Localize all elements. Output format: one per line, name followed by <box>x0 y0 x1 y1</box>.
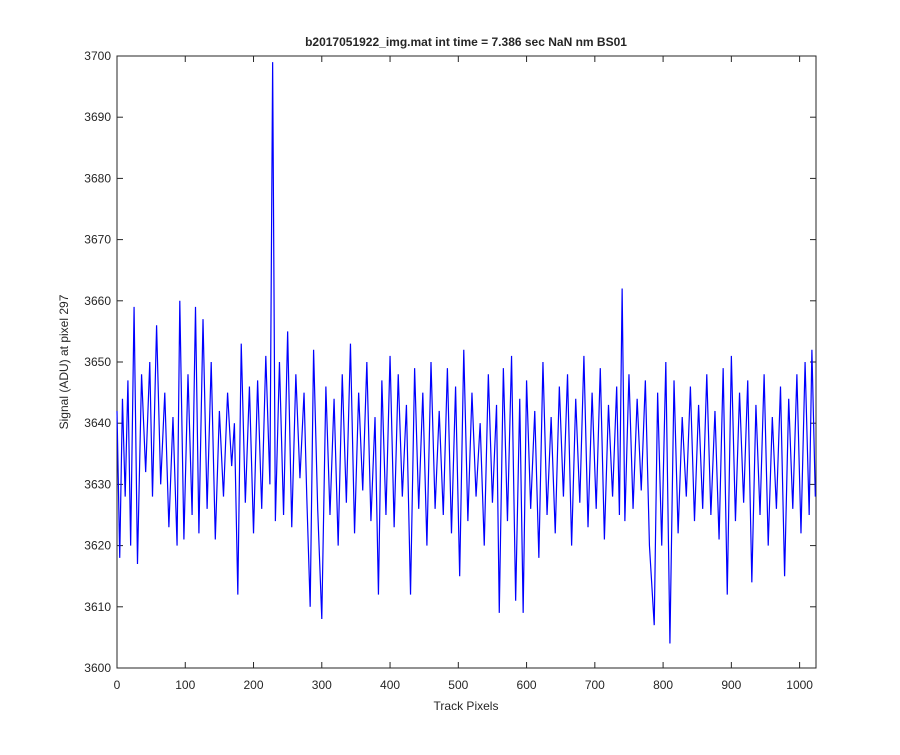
x-tick-label: 200 <box>244 678 264 692</box>
x-tick-label: 900 <box>721 678 741 692</box>
y-tick-label: 3650 <box>84 355 111 369</box>
x-tick-label: 800 <box>653 678 673 692</box>
x-tick-label: 1000 <box>786 678 813 692</box>
y-tick-label: 3660 <box>84 294 111 308</box>
x-axis-label: Track Pixels <box>434 699 499 713</box>
x-tick-label: 700 <box>585 678 605 692</box>
x-tick-label: 500 <box>448 678 468 692</box>
y-axis-label: Signal (ADU) at pixel 297 <box>57 294 71 429</box>
x-tick-label: 400 <box>380 678 400 692</box>
y-tick-label: 3600 <box>84 661 111 675</box>
y-tick-label: 3670 <box>84 233 111 247</box>
y-tick-label: 3620 <box>84 539 111 553</box>
signal-line <box>116 62 816 644</box>
x-tick-label: 0 <box>114 678 121 692</box>
y-tick-label: 3690 <box>84 110 111 124</box>
x-tick-label: 300 <box>312 678 332 692</box>
x-tick-label: 100 <box>175 678 195 692</box>
y-tick-label: 3680 <box>84 171 111 185</box>
chart-title: b2017051922_img.mat int time = 7.386 sec… <box>305 35 627 49</box>
plot-box <box>116 55 817 669</box>
y-tick-label: 3700 <box>84 49 111 63</box>
y-tick-label: 3610 <box>84 600 111 614</box>
x-tick-label: 600 <box>517 678 537 692</box>
y-tick-label: 3640 <box>84 416 111 430</box>
y-tick-label: 3630 <box>84 477 111 491</box>
